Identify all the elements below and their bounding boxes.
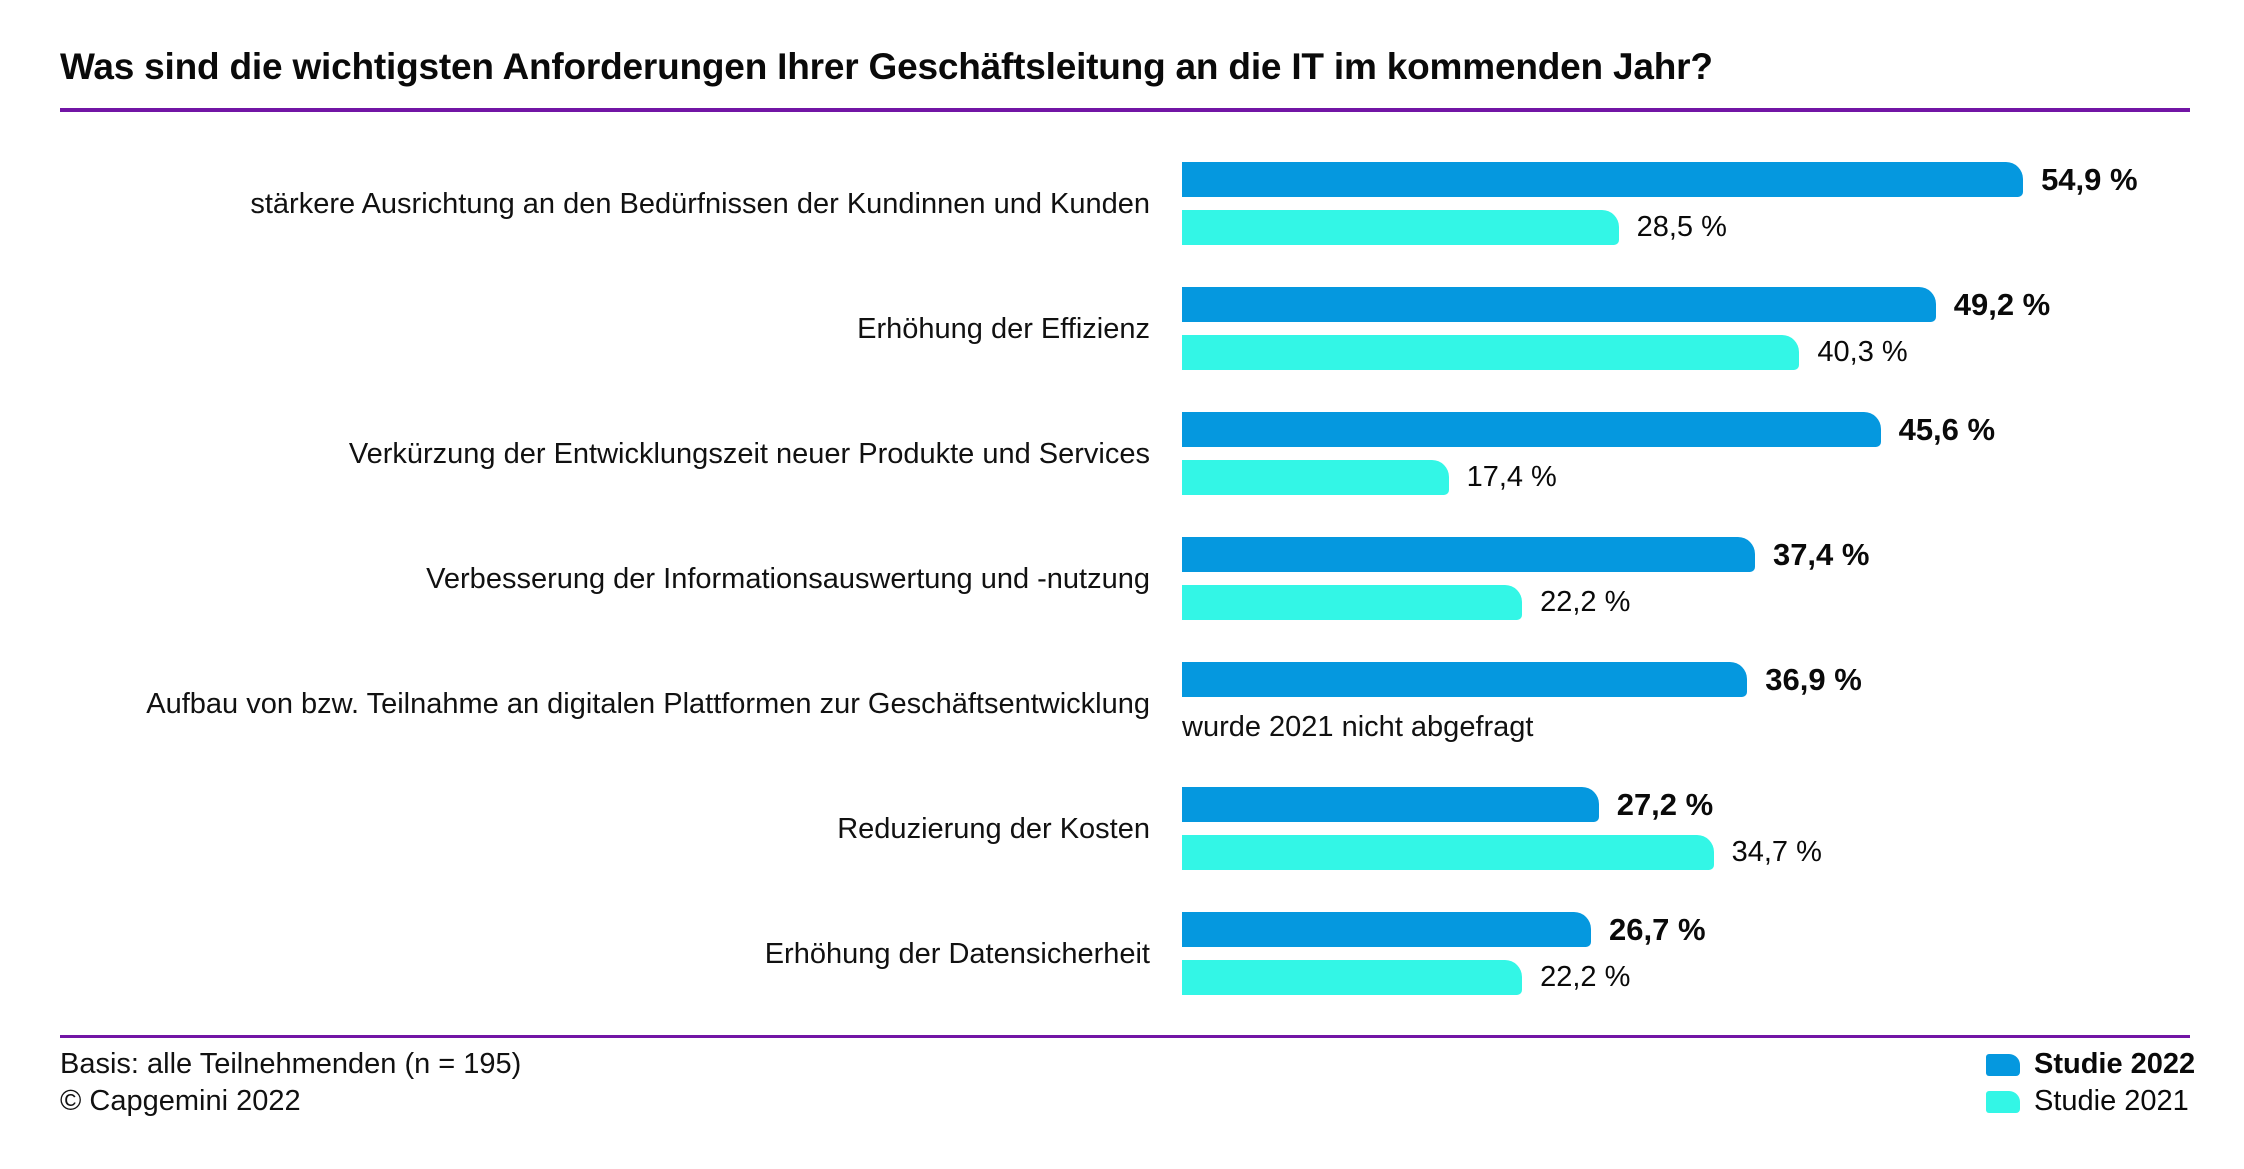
category-label: Verbesserung der Informationsauswertung … <box>426 562 1150 595</box>
category-label: Reduzierung der Kosten <box>837 812 1150 845</box>
bar-line-2022: 36,9 % <box>1182 662 1862 697</box>
bar-2021 <box>1182 835 1714 870</box>
chart-row: stärkere Ausrichtung an den Bedürfnissen… <box>60 162 2190 287</box>
bar-2021 <box>1182 460 1449 495</box>
value-label-2021: 22,2 % <box>1540 961 1631 993</box>
bar-2022 <box>1182 537 1755 572</box>
category-label: Verkürzung der Entwicklungszeit neuer Pr… <box>348 437 1150 470</box>
legend-item-2022: Studie 2022 <box>1986 1048 2195 1081</box>
bar-line-2022: 26,7 % <box>1182 912 1706 947</box>
footer: Basis: alle Teilnehmenden (n = 195) © Ca… <box>60 1046 521 1120</box>
value-label-2022: 45,6 % <box>1898 411 1996 447</box>
category-label: Aufbau von bzw. Teilnahme an digitalen P… <box>146 687 1150 720</box>
bar-line-2022: 37,4 % <box>1182 537 1869 572</box>
value-label-2022: 49,2 % <box>1953 286 2051 322</box>
bar-line-2021: 22,2 % <box>1182 585 1630 620</box>
bar-line-2021: 34,7 % <box>1182 835 1822 870</box>
basis-note: Basis: alle Teilnehmenden (n = 195) <box>60 1048 522 1080</box>
value-label-2022: 37,4 % <box>1772 536 1870 572</box>
bar-2021 <box>1182 335 1800 370</box>
chart-row: Verbesserung der Informationsauswertung … <box>60 537 2190 662</box>
bar-2021 <box>1182 585 1523 620</box>
bar-line-2021: 40,3 % <box>1182 335 1908 370</box>
bar-line-2022: 45,6 % <box>1182 412 1995 447</box>
footer-divider <box>60 1035 2190 1038</box>
bar-line-2021: 22,2 % <box>1182 960 1630 995</box>
value-label-2021: 34,7 % <box>1731 836 1822 868</box>
bar-2021 <box>1182 210 1619 245</box>
chart-row: Verkürzung der Entwicklungszeit neuer Pr… <box>60 412 2190 537</box>
bar-line-2021: 28,5 % <box>1182 210 1727 245</box>
category-label: Erhöhung der Datensicherheit <box>764 937 1150 970</box>
bar-line-2022: 54,9 % <box>1182 162 2138 197</box>
bar-2022 <box>1182 787 1599 822</box>
legend-label-2022: Studie 2022 <box>2034 1048 2196 1080</box>
bar-2022 <box>1182 662 1748 697</box>
category-label: Erhöhung der Effizienz <box>857 312 1150 345</box>
value-label-2022: 26,7 % <box>1609 911 1706 947</box>
value-label-2021: 17,4 % <box>1466 461 1557 493</box>
chart-row: Erhöhung der Effizienz 49,2 % 40,3 % <box>60 287 2190 412</box>
legend-swatch-2022-icon <box>1986 1053 2020 1076</box>
value-label-2022: 27,2 % <box>1616 786 1714 822</box>
missing-note: wurde 2021 nicht abgefragt <box>1182 711 1534 743</box>
bar-2022 <box>1182 162 2024 197</box>
value-label-2021: 40,3 % <box>1817 336 1908 368</box>
bar-line-2022: 27,2 % <box>1182 787 1713 822</box>
title-divider <box>60 108 2190 112</box>
legend-label-2021: Studie 2021 <box>2034 1085 2189 1117</box>
bar-chart: stärkere Ausrichtung an den Bedürfnissen… <box>60 162 2190 1037</box>
value-label-2021: 28,5 % <box>1636 211 1727 243</box>
value-label-2022: 36,9 % <box>1765 661 1862 697</box>
chart-row: Aufbau von bzw. Teilnahme an digitalen P… <box>60 662 2190 787</box>
chart-row: Erhöhung der Datensicherheit 26,7 % 22,2… <box>60 912 2190 1037</box>
bar-2022 <box>1182 287 1936 322</box>
copyright-note: © Capgemini 2022 <box>60 1085 301 1117</box>
bar-line-2022: 49,2 % <box>1182 287 2050 322</box>
value-label-2021: 22,2 % <box>1540 586 1631 618</box>
legend-item-2021: Studie 2021 <box>1986 1085 2195 1118</box>
chart-row: Reduzierung der Kosten 27,2 % 34,7 % <box>60 787 2190 912</box>
legend-swatch-2021-icon <box>1986 1090 2020 1113</box>
value-label-2022: 54,9 % <box>2041 161 2138 197</box>
legend: Studie 2022 Studie 2021 <box>1986 1048 2195 1118</box>
bar-2021 <box>1182 960 1523 995</box>
chart-title: Was sind die wichtigsten Anforderungen I… <box>60 46 1713 87</box>
bar-line-2021: 17,4 % <box>1182 460 1557 495</box>
category-label: stärkere Ausrichtung an den Bedürfnissen… <box>250 187 1150 220</box>
bar-2022 <box>1182 412 1881 447</box>
bar-2022 <box>1182 912 1592 947</box>
